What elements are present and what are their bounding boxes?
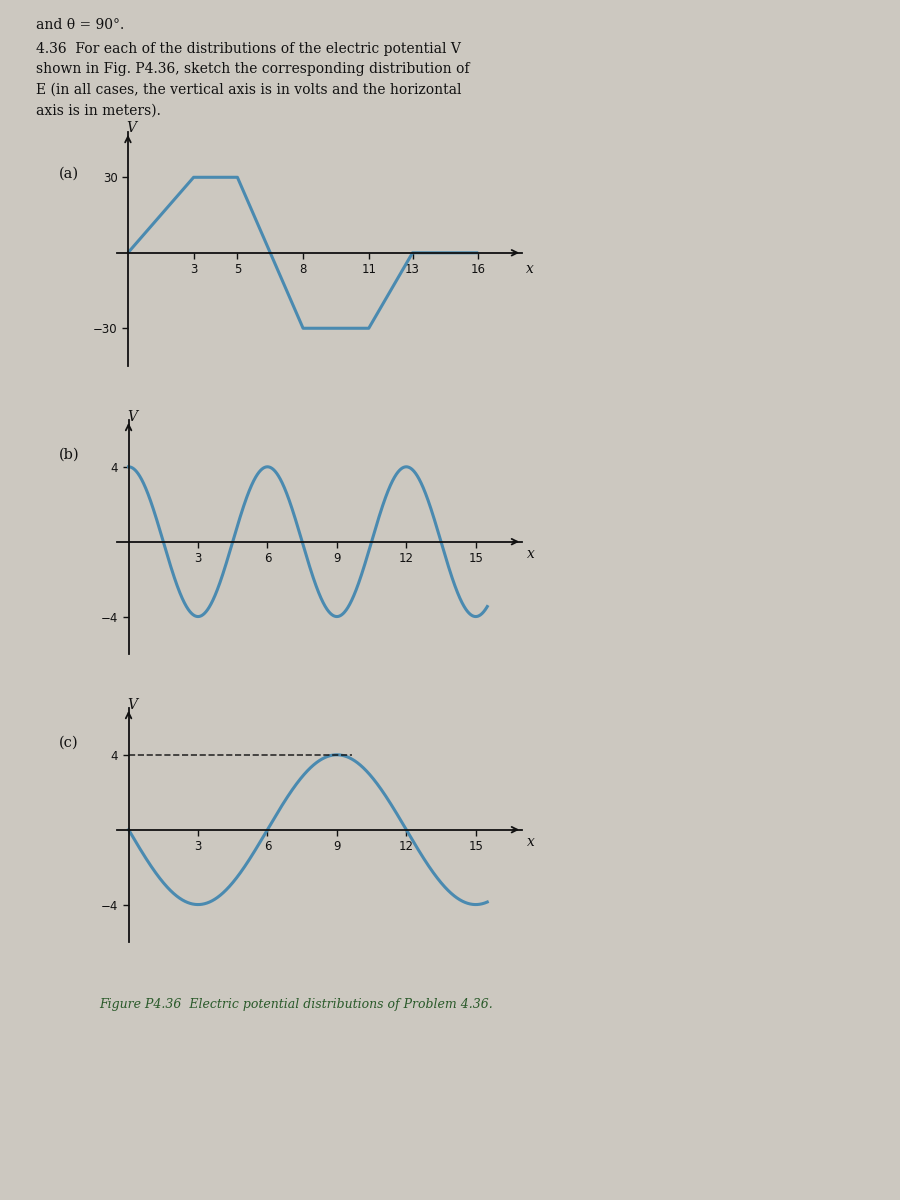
Text: V: V — [127, 697, 137, 712]
Text: (b): (b) — [58, 448, 79, 462]
Text: x: x — [526, 835, 535, 850]
Text: axis is in meters).: axis is in meters). — [36, 103, 161, 118]
Text: and θ = 90°.: and θ = 90°. — [36, 18, 124, 32]
Text: shown in Fig. P4.36, sketch the corresponding distribution of: shown in Fig. P4.36, sketch the correspo… — [36, 62, 470, 77]
Text: (c): (c) — [58, 736, 78, 750]
Text: x: x — [526, 547, 535, 562]
Text: V: V — [126, 120, 136, 134]
Text: Figure P4.36  Electric potential distributions of Problem 4.36.: Figure P4.36 Electric potential distribu… — [99, 998, 493, 1012]
Text: 4.36  For each of the distributions of the electric potential V: 4.36 For each of the distributions of th… — [36, 42, 461, 56]
Text: (a): (a) — [58, 167, 78, 181]
Text: E (in all cases, the vertical axis is in volts and the horizontal: E (in all cases, the vertical axis is in… — [36, 83, 462, 97]
Text: x: x — [526, 262, 535, 276]
Text: V: V — [127, 409, 137, 424]
